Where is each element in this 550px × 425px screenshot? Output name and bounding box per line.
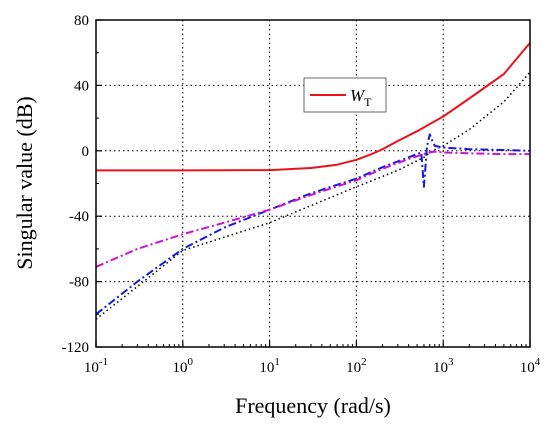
- x-tick-label: 100: [173, 356, 194, 376]
- tick-labels: 10-1 100 101 102 103 104 80 40 0 -40 -80 -120: [62, 13, 541, 376]
- x-tick-label: 102: [346, 356, 367, 376]
- y-tick-label: -40: [69, 209, 89, 225]
- legend: WT: [303, 77, 387, 113]
- series-line-0: [96, 42, 531, 172]
- y-tick-label: -80: [69, 275, 89, 291]
- legend-label-main: W: [350, 86, 366, 105]
- y-axis-title: Singular value (dB): [12, 96, 37, 270]
- x-tick-label: 10-1: [84, 356, 108, 376]
- y-tick-label: 40: [74, 78, 89, 94]
- y-tick-label: 80: [74, 13, 89, 29]
- x-tick-label: 101: [259, 356, 280, 376]
- y-tick-label: 0: [82, 144, 90, 160]
- legend-label-sub: T: [364, 95, 372, 109]
- y-tick-label: -120: [62, 340, 90, 356]
- series-line-1: [95, 71, 531, 320]
- x-axis-title: Frequency (rad/s): [235, 393, 391, 418]
- x-tick-label: 103: [433, 356, 454, 376]
- series-line-2: [95, 133, 531, 316]
- series-line-3: [95, 150, 530, 268]
- ticks: [95, 19, 531, 348]
- x-tick-label: 104: [520, 356, 541, 376]
- plot-background: [96, 20, 530, 347]
- series-layer: [95, 42, 531, 320]
- legend-label-wt: WT: [350, 86, 372, 109]
